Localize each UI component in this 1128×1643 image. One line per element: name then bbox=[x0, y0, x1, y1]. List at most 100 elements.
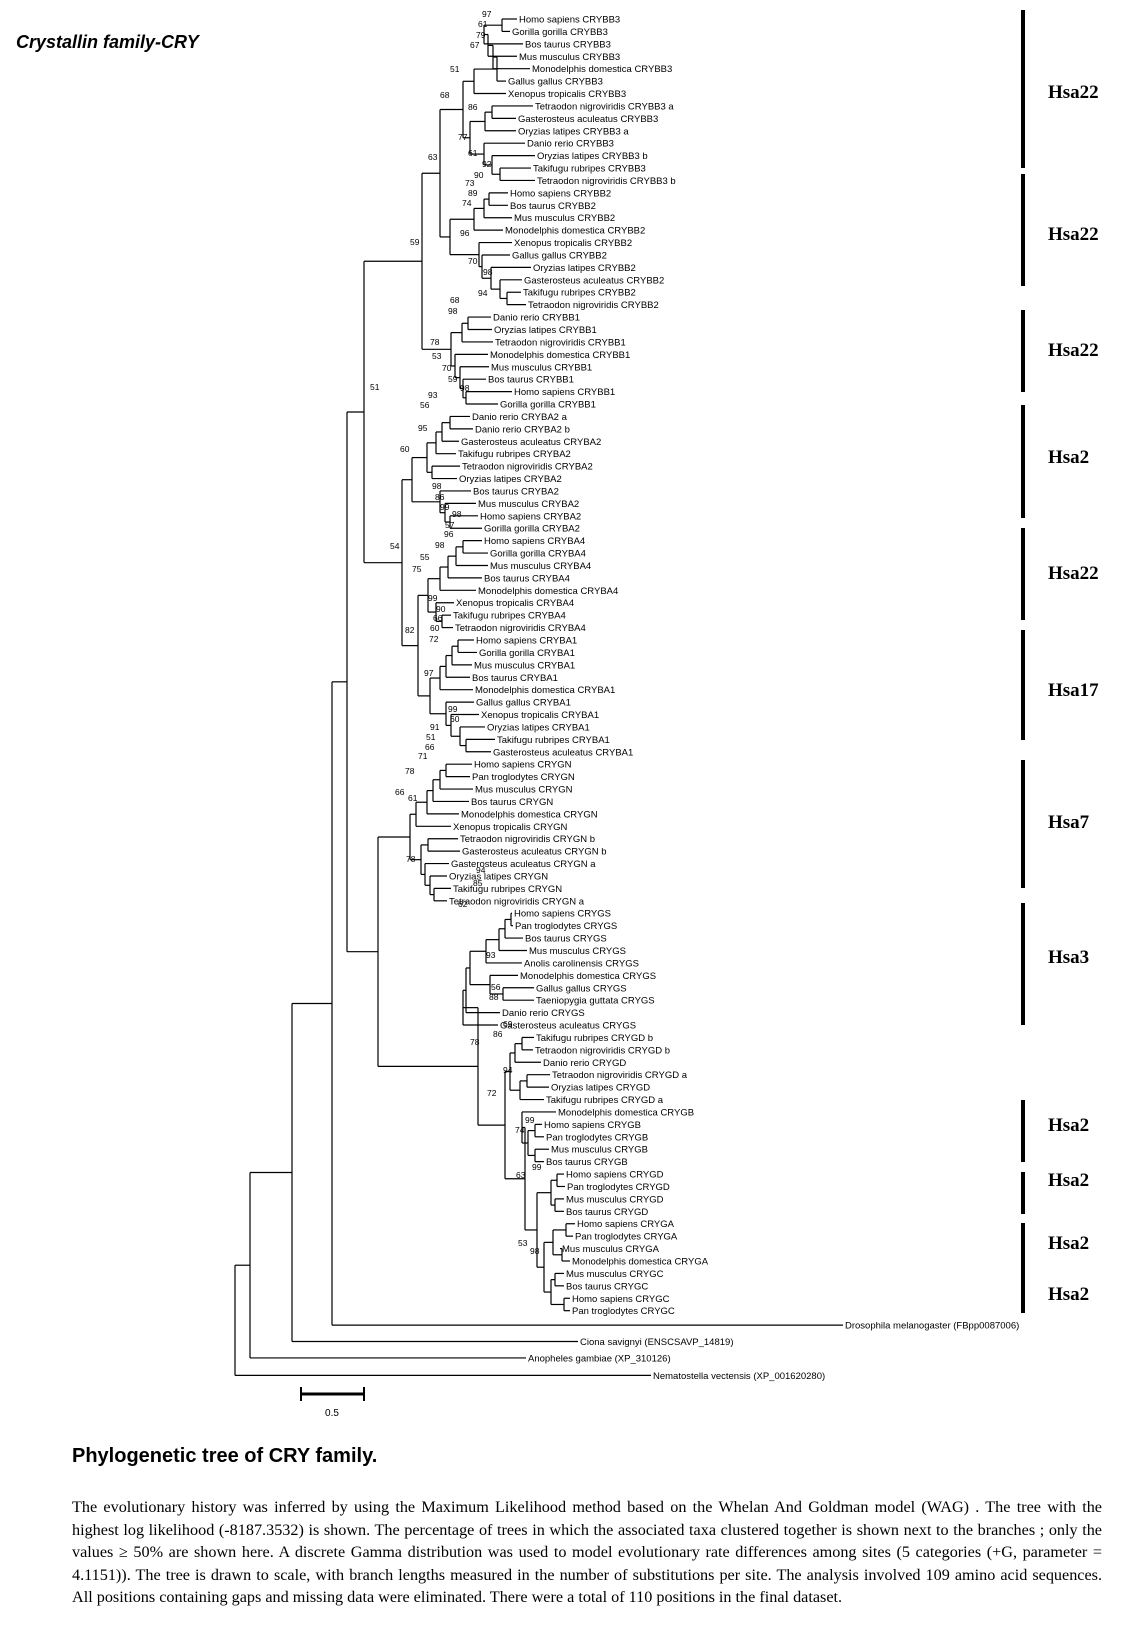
taxon-label: Xenopus tropicalis CRYBA4 bbox=[456, 598, 574, 609]
taxon-label: Oryzias latipes CRYBB1 bbox=[494, 325, 597, 336]
taxon-label: Gasterosteus aculeatus CRYBB3 bbox=[518, 114, 658, 125]
taxon-label: Mus musculus CRYGB bbox=[551, 1145, 648, 1156]
support-value: 61 bbox=[468, 148, 478, 158]
support-value: 74 bbox=[515, 1125, 525, 1135]
taxon-label: Oryzias latipes CRYGD bbox=[551, 1083, 650, 1094]
support-value: 99 bbox=[440, 502, 450, 512]
support-value: 78 bbox=[430, 337, 440, 347]
support-value: 95 bbox=[418, 423, 428, 433]
taxon-label: Taeniopygia guttata CRYGS bbox=[536, 996, 655, 1007]
support-value: 98 bbox=[452, 509, 462, 519]
chromosome-label: Hsa22 bbox=[1048, 563, 1099, 584]
taxon-label: Homo sapiens CRYBA1 bbox=[476, 636, 577, 647]
taxon-label: Homo sapiens CRYGC bbox=[572, 1294, 670, 1305]
chromosome-label: Hsa2 bbox=[1048, 1170, 1089, 1191]
support-value: 75 bbox=[412, 564, 422, 574]
chromosome-label: Hsa22 bbox=[1048, 224, 1099, 245]
taxon-label: Takifugu rubripes CRYGD a bbox=[546, 1095, 664, 1106]
taxon-label: Tetraodon nigroviridis CRYBB2 bbox=[528, 300, 659, 311]
support-value: 56 bbox=[491, 982, 501, 992]
taxon-label: Monodelphis domestica CRYBB1 bbox=[490, 350, 630, 361]
taxon-label: Gorilla gorilla CRYBB1 bbox=[500, 400, 596, 411]
taxon-label: Tetraodon nigroviridis CRYGD b bbox=[535, 1045, 670, 1056]
taxon-label: Bos taurus CRYBA4 bbox=[484, 573, 570, 584]
support-value: 96 bbox=[444, 529, 454, 539]
support-value: 62 bbox=[458, 899, 468, 909]
taxon-label: Monodelphis domestica CRYGB bbox=[558, 1107, 694, 1118]
taxon-label: Anolis carolinensis CRYGS bbox=[524, 958, 639, 969]
support-value: 92 bbox=[482, 159, 492, 169]
taxon-label: Takifugu rubripes CRYBA1 bbox=[497, 735, 610, 746]
taxon-label: Tetraodon nigroviridis CRYBB1 bbox=[495, 337, 626, 348]
chromosome-label: Hsa2 bbox=[1048, 447, 1089, 468]
taxon-label: Gasterosteus aculeatus CRYGN b bbox=[462, 847, 607, 858]
chromosome-label: Hsa7 bbox=[1048, 812, 1090, 833]
scale-bar: 0.5 bbox=[300, 1387, 365, 1419]
taxon-label: Homo sapiens CRYGS bbox=[514, 909, 611, 920]
taxon-label: Danio rerio CRYBA2 a bbox=[472, 412, 568, 423]
support-value: 86 bbox=[468, 102, 478, 112]
taxon-label: Tetraodon nigroviridis CRYGN a bbox=[449, 896, 585, 907]
support-value: 68 bbox=[440, 90, 450, 100]
taxon-label: Homo sapiens CRYGA bbox=[577, 1219, 675, 1230]
support-value: 61 bbox=[408, 793, 418, 803]
taxon-label: Xenopus tropicalis CRYBB3 bbox=[508, 89, 626, 100]
support-value: 97 bbox=[424, 668, 434, 678]
taxon-label: Gorilla gorilla CRYBA2 bbox=[484, 524, 580, 535]
taxon-label: Monodelphis domestica CRYGN bbox=[461, 809, 598, 820]
support-value: 94 bbox=[503, 1065, 513, 1075]
support-value: 59 bbox=[448, 374, 458, 384]
chromosome-label: Hsa2 bbox=[1048, 1233, 1089, 1254]
taxon-label: Homo sapiens CRYBB3 bbox=[519, 15, 620, 26]
support-value: 74 bbox=[462, 198, 472, 208]
taxon-label: Mus musculus CRYGA bbox=[562, 1244, 660, 1255]
support-value: 98 bbox=[483, 267, 493, 277]
support-value: 90 bbox=[474, 170, 484, 180]
taxon-label: Oryzias latipes CRYGN bbox=[449, 871, 548, 882]
taxon-label: Homo sapiens CRYGD bbox=[566, 1170, 664, 1181]
taxon-label: Tetraodon nigroviridis CRYBB3 a bbox=[535, 101, 674, 112]
support-value: 98 bbox=[432, 481, 442, 491]
support-value: 51 bbox=[450, 64, 460, 74]
support-value: 78 bbox=[470, 1037, 480, 1047]
taxon-label: Gallus gallus CRYGS bbox=[536, 983, 627, 994]
taxon-label: Takifugu rubripes CRYBA4 bbox=[453, 611, 566, 622]
taxon-label: Gorilla gorilla CRYBA4 bbox=[490, 549, 586, 560]
support-value: 89 bbox=[468, 188, 478, 198]
support-value: 78 bbox=[405, 766, 415, 776]
support-value: 55 bbox=[420, 552, 430, 562]
taxon-label: Monodelphis domestica CRYBA1 bbox=[475, 685, 615, 696]
support-value: 99 bbox=[525, 1115, 535, 1125]
taxon-label: Gallus gallus CRYBB2 bbox=[512, 250, 607, 261]
support-value: 98 bbox=[530, 1246, 540, 1256]
taxon-label: Xenopus tropicalis CRYBA1 bbox=[481, 710, 599, 721]
support-value: 97 bbox=[482, 9, 492, 19]
taxon-label: Mus musculus CRYGD bbox=[566, 1194, 664, 1205]
support-value: 60 bbox=[400, 444, 410, 454]
support-value: 77 bbox=[458, 132, 468, 142]
taxon-label: Oryzias latipes CRYBA2 bbox=[459, 474, 562, 485]
taxon-label: Homo sapiens CRYBB1 bbox=[514, 387, 615, 398]
taxon-label: Oryzias latipes CRYBB2 bbox=[533, 263, 636, 274]
taxon-label: Monodelphis domestica CRYBB3 bbox=[532, 64, 672, 75]
chromosome-bars: Hsa22 Hsa22 Hsa22 Hsa2 Hsa22 Hsa17 Hsa7 Hsa3 Hsa… bbox=[1021, 10, 1099, 1313]
taxon-label: Tetraodon nigroviridis CRYBA2 bbox=[462, 462, 593, 473]
support-value: 93 bbox=[428, 390, 438, 400]
taxon-label: Tetraodon nigroviridis CRYBA4 bbox=[455, 623, 586, 634]
support-value: 61 bbox=[478, 19, 488, 29]
taxon-label: Bos taurus CRYGC bbox=[566, 1281, 648, 1292]
taxon-label: Bos taurus CRYGD bbox=[566, 1207, 648, 1218]
taxon-label: Tetraodon nigroviridis CRYBB3 b bbox=[537, 176, 676, 187]
taxon-label: Takifugu rubripes CRYGD b bbox=[536, 1033, 653, 1044]
support-value: 94 bbox=[478, 288, 488, 298]
support-value: 78 bbox=[406, 854, 416, 864]
taxon-label: Takifugu rubripes CRYBA2 bbox=[458, 449, 571, 460]
taxon-label: Bos taurus CRYGB bbox=[546, 1157, 628, 1168]
taxon-label: Gorilla gorilla CRYBB3 bbox=[512, 27, 608, 38]
taxon-label: Takifugu rubripes CRYBB3 bbox=[533, 164, 646, 175]
taxon-label: Oryzias latipes CRYBB3 a bbox=[518, 126, 629, 137]
support-value: 66 bbox=[395, 787, 405, 797]
support-labels: 9761796751688677619290637389749670989459… bbox=[370, 9, 542, 1256]
page-title: Crystallin family-CRY bbox=[16, 32, 199, 52]
